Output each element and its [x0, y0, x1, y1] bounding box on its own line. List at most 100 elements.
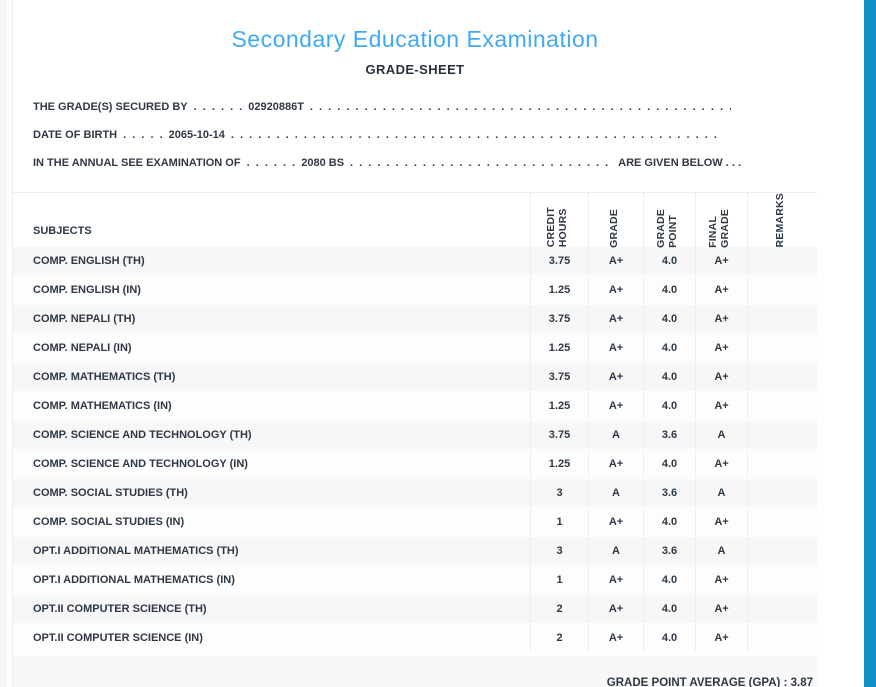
- subject-cell: COMP. MATHEMATICS (TH): [33, 371, 176, 383]
- grade-cell: A: [588, 537, 643, 565]
- subject-cell: COMP. SCIENCE AND TECHNOLOGY (TH): [33, 429, 252, 441]
- final-grade-cell: A+: [695, 392, 747, 420]
- table-row: COMP. SCIENCE AND TECHNOLOGY (IN) 1.25 A…: [13, 450, 817, 479]
- remarks-cell: [747, 421, 817, 449]
- final-grade-cell: A+: [695, 595, 747, 623]
- subject-cell: COMP. MATHEMATICS (IN): [33, 400, 172, 412]
- grade-cell: A: [588, 479, 643, 507]
- remarks-cell: [747, 305, 817, 333]
- date-of-birth-label: DATE OF BIRTH: [33, 129, 118, 141]
- grades-table: SUBJECTS CREDIT HOURS GRADE GRADE POINT …: [13, 192, 817, 653]
- subject-cell: COMP. NEPALI (IN): [33, 342, 132, 354]
- remarks-header-label: REMARKS: [774, 193, 787, 248]
- credit-hours-cell: 1.25: [530, 276, 588, 304]
- page-subtitle: GRADE-SHEET: [365, 62, 465, 77]
- dot-leader: . . . . .: [123, 129, 163, 141]
- credit-hours-cell: 1.25: [530, 392, 588, 420]
- dot-leader: . . . . . .: [193, 101, 243, 113]
- final-grade-cell: A+: [695, 276, 747, 304]
- credit-hours-cell: 2: [530, 595, 588, 623]
- remarks-cell: [747, 479, 817, 507]
- dot-leader: . . . . . . . . . . . . . . . . . . . . …: [309, 101, 731, 113]
- column-header-grade: GRADE: [588, 193, 643, 248]
- content-area: Secondary Education Examination GRADE-SH…: [13, 0, 817, 687]
- info-line-date-of-birth: DATE OF BIRTH . . . . . 2065-10-14 . . .…: [33, 121, 722, 149]
- page-left-edge: [0, 0, 13, 687]
- subject-cell: COMP. SOCIAL STUDIES (TH): [33, 487, 188, 499]
- final-grade-cell: A+: [695, 363, 747, 391]
- credit-hours-cell: 3: [530, 479, 588, 507]
- subject-cell: COMP. ENGLISH (TH): [33, 255, 145, 267]
- final-grade-cell: A+: [695, 305, 747, 333]
- grade-point-cell: 3.6: [643, 479, 695, 507]
- credit-hours-cell: 3.75: [530, 421, 588, 449]
- remarks-cell: [747, 508, 817, 536]
- table-row: COMP. SCIENCE AND TECHNOLOGY (TH) 3.75 A…: [13, 421, 817, 450]
- credit-hours-cell: 2: [530, 624, 588, 652]
- final-grade-cell: A+: [695, 508, 747, 536]
- grade-cell: A+: [588, 276, 643, 304]
- grade-cell: A+: [588, 305, 643, 333]
- grade-header-label: GRADE: [607, 208, 620, 248]
- subject-cell: OPT.II COMPUTER SCIENCE (IN): [33, 632, 203, 644]
- subject-cell: OPT.I ADDITIONAL MATHEMATICS (IN): [33, 574, 235, 586]
- column-header-credit-hours: CREDIT HOURS: [530, 193, 588, 248]
- table-row: COMP. MATHEMATICS (TH) 3.75 A+ 4.0 A+: [13, 363, 817, 392]
- table-row: COMP. SOCIAL STUDIES (TH) 3 A 3.6 A: [13, 479, 817, 508]
- final-grade-cell: A+: [695, 566, 747, 594]
- table-row: OPT.II COMPUTER SCIENCE (IN) 2 A+ 4.0 A+: [13, 624, 817, 653]
- gpa-footer: GRADE POINT AVERAGE (GPA) : 3.87: [13, 656, 817, 687]
- credit-hours-cell: 1: [530, 508, 588, 536]
- credit-hours-cell: 1.25: [530, 450, 588, 478]
- credit-hours-cell: 3: [530, 537, 588, 565]
- credit-hours-cell: 1: [530, 566, 588, 594]
- grade-point-cell: 4.0: [643, 247, 695, 275]
- remarks-cell: [747, 247, 817, 275]
- grade-point-cell: 4.0: [643, 450, 695, 478]
- final-grade-cell: A: [695, 479, 747, 507]
- grade-point-cell: 4.0: [643, 595, 695, 623]
- grade-cell: A+: [588, 624, 643, 652]
- table-row: COMP. MATHEMATICS (IN) 1.25 A+ 4.0 A+: [13, 392, 817, 421]
- final-grade-cell: A+: [695, 624, 747, 652]
- table-row: OPT.I ADDITIONAL MATHEMATICS (TH) 3 A 3.…: [13, 537, 817, 566]
- credit-hours-header-label: CREDIT HOURS: [545, 207, 570, 248]
- student-info-block: THE GRADE(S) SECURED BY . . . . . . 0292…: [13, 93, 817, 177]
- date-of-birth-value: 2065-10-14: [168, 129, 225, 141]
- credit-hours-cell: 3.75: [530, 363, 588, 391]
- column-header-subjects: SUBJECTS: [33, 224, 92, 237]
- subject-cell: COMP. ENGLISH (IN): [33, 284, 141, 296]
- remarks-cell: [747, 392, 817, 420]
- remarks-cell: [747, 363, 817, 391]
- grade-cell: A+: [588, 334, 643, 362]
- final-grade-cell: A+: [695, 247, 747, 275]
- remarks-cell: [747, 276, 817, 304]
- final-grade-cell: A+: [695, 334, 747, 362]
- subject-cell: OPT.I ADDITIONAL MATHEMATICS (TH): [33, 545, 239, 557]
- table-row: COMP. SOCIAL STUDIES (IN) 1 A+ 4.0 A+: [13, 508, 817, 537]
- grade-cell: A+: [588, 566, 643, 594]
- scrollbar[interactable]: [864, 0, 876, 687]
- credit-hours-cell: 3.75: [530, 305, 588, 333]
- credit-hours-cell: 1.25: [530, 334, 588, 362]
- grade-point-cell: 4.0: [643, 276, 695, 304]
- info-line-exam-year: IN THE ANNUAL SEE EXAMINATION OF . . . .…: [33, 149, 741, 177]
- dot-leader: . . . . . . . . . . . . . . . . . . . . …: [230, 129, 722, 141]
- final-grade-cell: A+: [695, 450, 747, 478]
- gpa-separator: :: [780, 676, 791, 687]
- subject-cell: OPT.II COMPUTER SCIENCE (TH): [33, 603, 207, 615]
- grade-cell: A+: [588, 247, 643, 275]
- table-row: OPT.I ADDITIONAL MATHEMATICS (IN) 1 A+ 4…: [13, 566, 817, 595]
- remarks-cell: [747, 537, 817, 565]
- grade-point-cell: 4.0: [643, 566, 695, 594]
- grade-point-cell: 4.0: [643, 624, 695, 652]
- grade-cell: A+: [588, 363, 643, 391]
- table-row: OPT.II COMPUTER SCIENCE (TH) 2 A+ 4.0 A+: [13, 595, 817, 624]
- final-grade-cell: A: [695, 537, 747, 565]
- remarks-cell: [747, 450, 817, 478]
- subject-cell: COMP. SCIENCE AND TECHNOLOGY (IN): [33, 458, 248, 470]
- column-header-grade-point: GRADE POINT: [643, 193, 695, 248]
- remarks-cell: [747, 595, 817, 623]
- grade-point-cell: 4.0: [643, 508, 695, 536]
